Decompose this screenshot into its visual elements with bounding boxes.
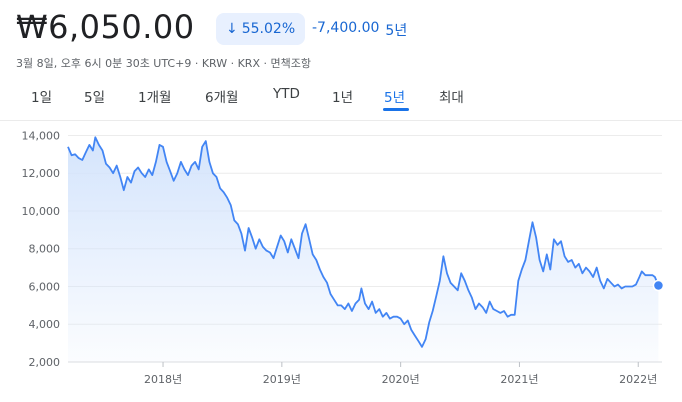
- y-tick-label: 6,000: [29, 280, 61, 293]
- quote-meta: 3월 8일, 오후 6시 0분 30초 UTC+9 · KRW · KRX · …: [16, 57, 311, 70]
- absolute-change: -7,400.00 5년: [312, 20, 407, 40]
- tab-1d[interactable]: 1일: [31, 90, 53, 106]
- tab-6m[interactable]: 6개월: [205, 90, 239, 106]
- x-axis-ticks: 2018년 2019년 2020년 2021년 2022년: [144, 362, 657, 386]
- percent-change-value: 55.02%: [241, 21, 296, 37]
- x-tick-label: 2021년: [500, 373, 538, 386]
- tab-5d[interactable]: 5일: [84, 90, 106, 106]
- header-divider: [0, 120, 682, 121]
- price-line: [67, 136, 660, 348]
- x-tick-label: 2022년: [619, 373, 657, 386]
- current-price-dot[interactable]: [652, 279, 665, 292]
- x-tick-label: 2018년: [144, 373, 182, 386]
- tab-5y[interactable]: 5년: [384, 90, 406, 106]
- y-tick-label: 4,000: [29, 318, 61, 331]
- y-tick-label: 8,000: [29, 243, 61, 256]
- y-tick-label: 14,000: [22, 129, 61, 142]
- active-tab-indicator: [383, 108, 409, 111]
- y-tick-label: 12,000: [22, 167, 61, 180]
- y-axis-labels: 2,000 4,000 6,000 8,000 10,000 12,000 14,000: [22, 129, 61, 369]
- x-tick-label: 2019년: [263, 373, 301, 386]
- percent-change-badge: ↓ 55.02%: [216, 13, 306, 45]
- y-tick-label: 10,000: [22, 205, 61, 218]
- tab-ytd[interactable]: YTD: [273, 86, 300, 102]
- arrow-down-icon: ↓: [226, 21, 238, 37]
- tab-max[interactable]: 최대: [439, 90, 464, 106]
- current-price: ₩6,050.00: [16, 8, 195, 46]
- period-label: 5년: [385, 23, 408, 39]
- y-tick-label: 2,000: [29, 356, 61, 369]
- tab-1y[interactable]: 1년: [332, 90, 354, 106]
- price-area: [68, 137, 659, 362]
- tab-1m[interactable]: 1개월: [138, 90, 172, 106]
- price-chart[interactable]: 2,000 4,000 6,000 8,000 10,000 12,000 14,000 2…: [0, 122, 682, 402]
- x-tick-label: 2020년: [382, 373, 420, 386]
- absolute-change-value: -7,400.00: [312, 20, 380, 36]
